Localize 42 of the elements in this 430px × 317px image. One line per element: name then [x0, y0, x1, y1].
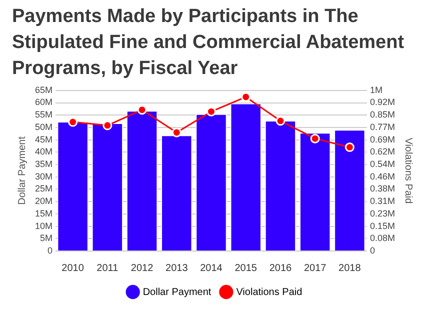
y-tick-label: 55M [34, 110, 53, 120]
y-tick-label: 10M [34, 220, 53, 231]
y-tick-label: 15M [34, 208, 53, 218]
y2-tick-label: 0.54M [370, 159, 395, 169]
y2-tick-label: 0.15M [370, 220, 395, 231]
y2-tick-label: 0.69M [370, 134, 395, 144]
x-tick-label: 2013 [166, 262, 188, 274]
x-tick-label: 2012 [130, 262, 154, 274]
y-tick-label: 60M [34, 97, 53, 108]
legend-label: Violations Paid [236, 286, 302, 298]
x-tick-label: 2015 [234, 262, 258, 274]
y-tick-label: 20M [34, 196, 53, 206]
y-tick-label: 25M [34, 184, 53, 194]
x-tick-label: 2017 [304, 262, 327, 274]
x-tick-label: 2011 [96, 262, 119, 274]
chart-title: Payments Made by Participants in The Stipulated Fine and Commercial Abatement Programs, by Fiscal Year [11, 5, 406, 81]
y2-tick-label: 0.46M [370, 171, 395, 182]
x-tick-label: 2016 [269, 262, 292, 274]
y-tick-label: 50M [34, 122, 53, 132]
y-tick-label: 45M [34, 134, 53, 144]
legend-label: Dollar Payment [142, 286, 212, 298]
y-tick-label: 35M [34, 159, 53, 170]
y2-tick-label: 1M [370, 84, 382, 95]
y2-tick-label: 0.23M [370, 208, 395, 218]
y2-tick-label: 0.08M [370, 233, 395, 244]
y2-axis-title: Violations Paid [402, 138, 414, 204]
y-tick-label: 0 [47, 245, 53, 256]
y2-tick-label: 0.77M [370, 122, 395, 132]
x-tick-label: 2014 [200, 262, 223, 274]
y2-tick-label: 0 [370, 245, 375, 256]
y-tick-label: 30M [34, 171, 53, 182]
y2-tick-label: 0.31M [370, 196, 395, 206]
y2-tick-label: 0.92M [370, 97, 395, 108]
y-axis-title: Dollar Payment [16, 136, 28, 205]
y-tick-label: 40M [34, 146, 53, 157]
y2-tick-label: 0.38M [370, 184, 395, 194]
x-tick-label: 2018 [338, 262, 362, 274]
y2-tick-label: 0.62M [370, 146, 395, 157]
y-tick-label: 5M [40, 233, 53, 244]
x-tick-label: 2010 [62, 262, 84, 274]
y2-tick-label: 0.85M [370, 110, 395, 120]
y-tick-label: 65M [34, 84, 53, 95]
